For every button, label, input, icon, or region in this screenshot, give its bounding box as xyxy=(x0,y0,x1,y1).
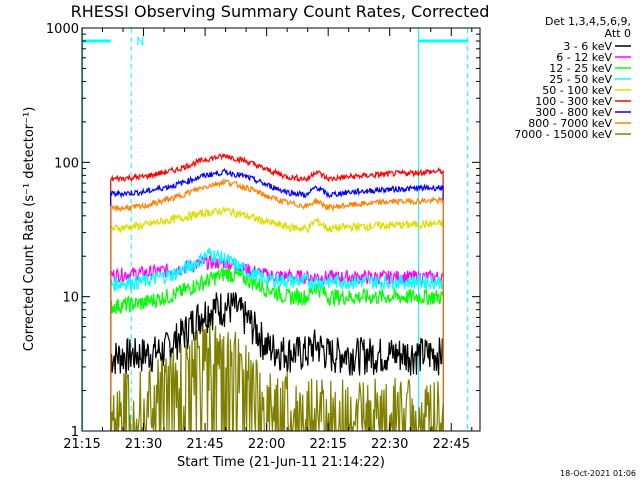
y-tick-label: 1 xyxy=(71,425,79,440)
plot-frame xyxy=(81,27,481,432)
series-line xyxy=(110,321,444,431)
legend-entry-label: 800 - 7000 keV xyxy=(528,117,612,130)
x-axis: 21:15 21:30 21:45 22:00 22:15 22:30 22:45 xyxy=(63,28,473,452)
series-line xyxy=(110,152,444,431)
y-tick-label: 10 xyxy=(62,291,79,306)
y-axis: 1 10 100 1000 xyxy=(46,22,480,440)
y-tick-label: 100 xyxy=(54,156,79,171)
series-line xyxy=(110,248,444,431)
legend-entry-label: 12 - 25 keV xyxy=(549,62,612,75)
legend-entry-label: 6 - 12 keV xyxy=(556,51,612,64)
series-line xyxy=(110,167,444,431)
x-tick-label: 22:00 xyxy=(248,437,285,452)
timestamp-stamp: 18-Oct-2021 01:06 xyxy=(560,469,636,478)
y-tick-label: 1000 xyxy=(46,22,79,37)
series-line xyxy=(110,267,444,431)
legend-entry-label: 50 - 100 keV xyxy=(542,84,612,97)
legend-header: Att 0 xyxy=(605,27,631,40)
x-tick-label: 22:15 xyxy=(309,437,346,452)
x-axis-label: Start Time (21-Jun-11 21:14:22) xyxy=(177,455,385,470)
legend-header: Det 1,3,4,5,6,9, xyxy=(545,15,631,28)
legend-entry-label: 300 - 800 keV xyxy=(535,106,612,119)
chart-title: RHESSI Observing Summary Count Rates, Co… xyxy=(71,2,490,21)
series-line xyxy=(110,255,444,431)
legend-entry-label: 25 - 50 keV xyxy=(549,73,612,86)
x-tick-label: 21:45 xyxy=(186,437,223,452)
legend-entry-label: 100 - 300 keV xyxy=(535,95,612,108)
series-line xyxy=(110,292,444,431)
series-line xyxy=(110,206,444,431)
series-layer xyxy=(110,152,444,431)
series-line xyxy=(110,177,444,431)
legend-entry-label: 7000 - 15000 keV xyxy=(514,128,612,141)
x-tick-label: 22:45 xyxy=(433,437,470,452)
saa-marker-label: N xyxy=(136,35,144,48)
x-tick-label: 21:15 xyxy=(63,437,100,452)
x-tick-label: 22:30 xyxy=(371,437,408,452)
x-tick-label: 21:30 xyxy=(125,437,162,452)
y-axis-label: Corrected Count Rate (s⁻¹ detector⁻¹) xyxy=(22,107,37,352)
legend-entry-label: 3 - 6 keV xyxy=(563,40,612,53)
